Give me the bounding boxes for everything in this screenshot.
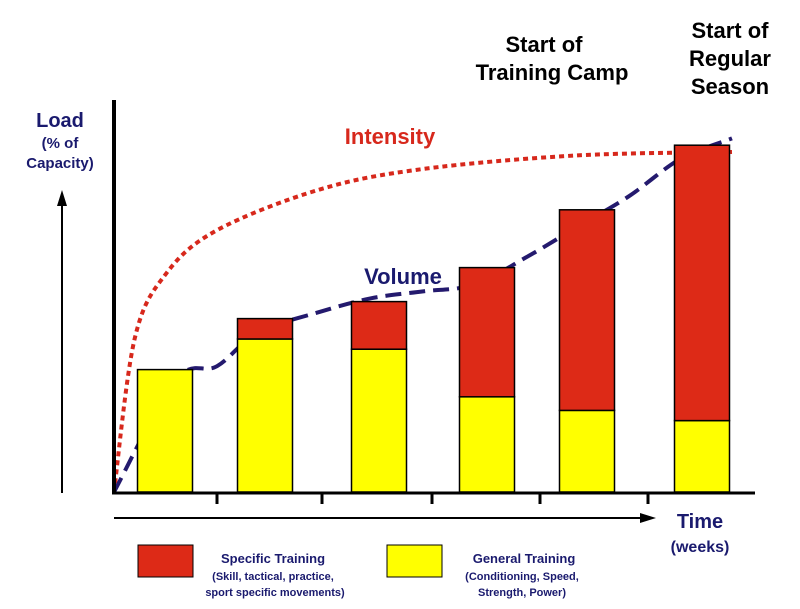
training-camp-annotation-line1: Start of: [506, 32, 584, 57]
training-camp-annotation-line2: Training Camp: [476, 60, 629, 85]
bar-general-training-3: [350, 348, 408, 493]
regular-season-annotation-line1: Start of: [692, 18, 770, 43]
intensity-line: [112, 150, 733, 493]
legend-label-general: General Training: [473, 551, 576, 566]
y-axis-label: Load: [36, 110, 84, 132]
volume-line: [112, 136, 733, 493]
bar-general-training-2: [236, 338, 294, 493]
bar-specific-training-6: [673, 144, 731, 422]
regular-season-annotation-line2: Regular: [689, 46, 771, 71]
regular-season-annotation-line3: Season: [691, 74, 769, 99]
x-axis-label: Time: [677, 511, 723, 533]
bar-general-training-1: [136, 368, 194, 493]
y-axis-label-sub1: (% of: [42, 135, 80, 152]
intensity-label: Intensity: [345, 124, 436, 149]
bar-specific-training-4: [458, 266, 516, 398]
x-axis-ticks: [215, 493, 650, 504]
legend-sub2-general: Strength, Power): [478, 587, 566, 599]
legend-label-specific: Specific Training: [221, 551, 325, 566]
volume-label: Volume: [364, 264, 442, 289]
legend-swatch-specific: [137, 544, 194, 578]
stacked-bars: [136, 144, 731, 493]
bar-specific-training-3: [350, 300, 408, 350]
y-arrow-head: [57, 190, 67, 206]
bar-general-training-5: [558, 409, 616, 493]
x-arrow-head: [640, 513, 656, 523]
bar-general-training-4: [458, 396, 516, 493]
x-axis-unit: (weeks): [671, 539, 730, 556]
bar-specific-training-2: [236, 317, 294, 340]
legend-swatch-general: [386, 544, 443, 578]
legend-sub1-specific: (Skill, tactical, practice,: [212, 571, 334, 583]
legend-sub1-general: (Conditioning, Speed,: [465, 571, 579, 583]
bar-specific-training-5: [558, 209, 616, 412]
legend: Specific Training (Skill, tactical, prac…: [137, 544, 579, 599]
bar-general-training-6: [673, 419, 731, 493]
trend-lines: [112, 136, 733, 493]
y-axis-label-sub2: Capacity): [26, 155, 94, 172]
legend-sub2-specific: sport specific movements): [205, 587, 345, 599]
